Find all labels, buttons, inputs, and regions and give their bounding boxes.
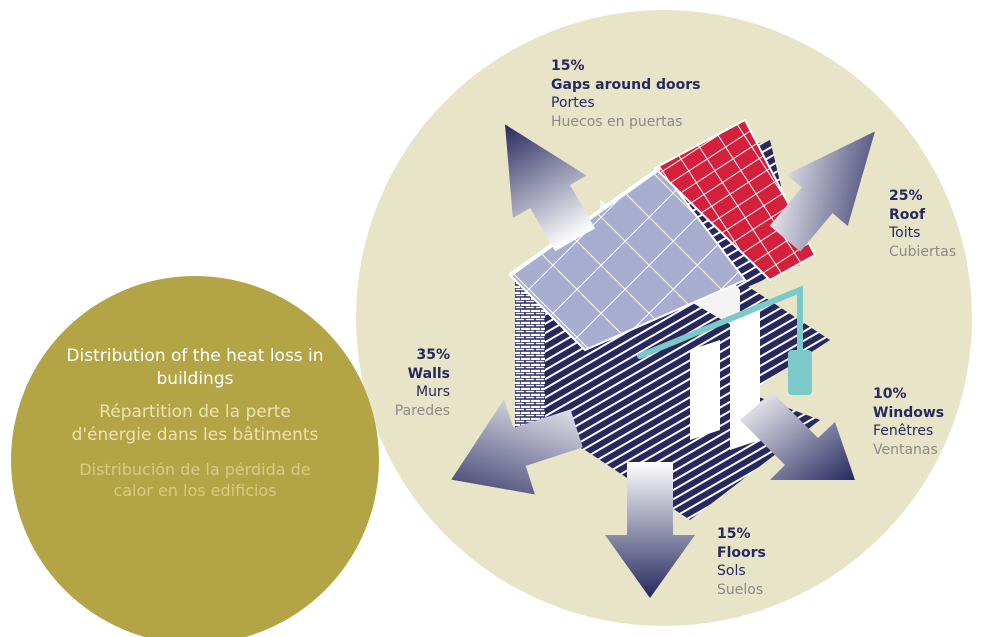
windows-label-fr: Fenêtres — [873, 423, 934, 440]
caption-circle — [11, 276, 379, 637]
roof-percent: 25% — [889, 188, 923, 204]
doors-label-en: Gaps around doors — [551, 76, 701, 93]
arrow-floors — [605, 462, 695, 598]
label-roof: 25% Roof Toits Cubiertas — [889, 187, 956, 261]
floors-label-en: Floors — [717, 544, 766, 561]
walls-label-en: Walls — [407, 365, 450, 382]
label-floors: 15% Floors Sols Suelos — [717, 525, 766, 599]
doors-percent: 15% — [551, 58, 585, 74]
label-doors: 15% Gaps around doors Portes Huecos en p… — [551, 57, 700, 131]
caption-fr: Répartition de la perte d'énergie dans l… — [71, 401, 319, 445]
floors-label-fr: Sols — [717, 563, 746, 580]
walls-label-fr: Murs — [415, 384, 450, 401]
arrow-walls — [451, 399, 583, 495]
caption-en: Distribution of the heat loss in buildin… — [66, 346, 324, 389]
caption-es: Distribución de la pérdida de calor en l… — [79, 459, 311, 501]
windows-label-en: Windows — [873, 404, 945, 421]
roof-label-es: Cubiertas — [889, 243, 957, 260]
floors-percent: 15% — [717, 526, 751, 542]
windows-label-es: Ventanas — [873, 441, 938, 458]
label-windows: 10% Windows Fenêtres Ventanas — [873, 385, 944, 459]
arrow-roof — [769, 131, 875, 252]
walls-label-es: Paredes — [394, 402, 450, 419]
roof-label-fr: Toits — [889, 225, 921, 242]
label-walls: 35% Walls Murs Paredes — [380, 346, 450, 420]
roof-label-en: Roof — [889, 206, 926, 223]
arrow-doors — [505, 124, 596, 252]
caption: Distribution of the heat loss in buildin… — [60, 345, 330, 502]
windows-percent: 10% — [873, 386, 907, 402]
walls-percent: 35% — [416, 347, 450, 363]
doors-label-fr: Portes — [551, 95, 595, 112]
arrow-windows — [740, 392, 855, 480]
doors-label-es: Huecos en puertas — [551, 113, 683, 130]
floors-label-es: Suelos — [717, 581, 764, 598]
